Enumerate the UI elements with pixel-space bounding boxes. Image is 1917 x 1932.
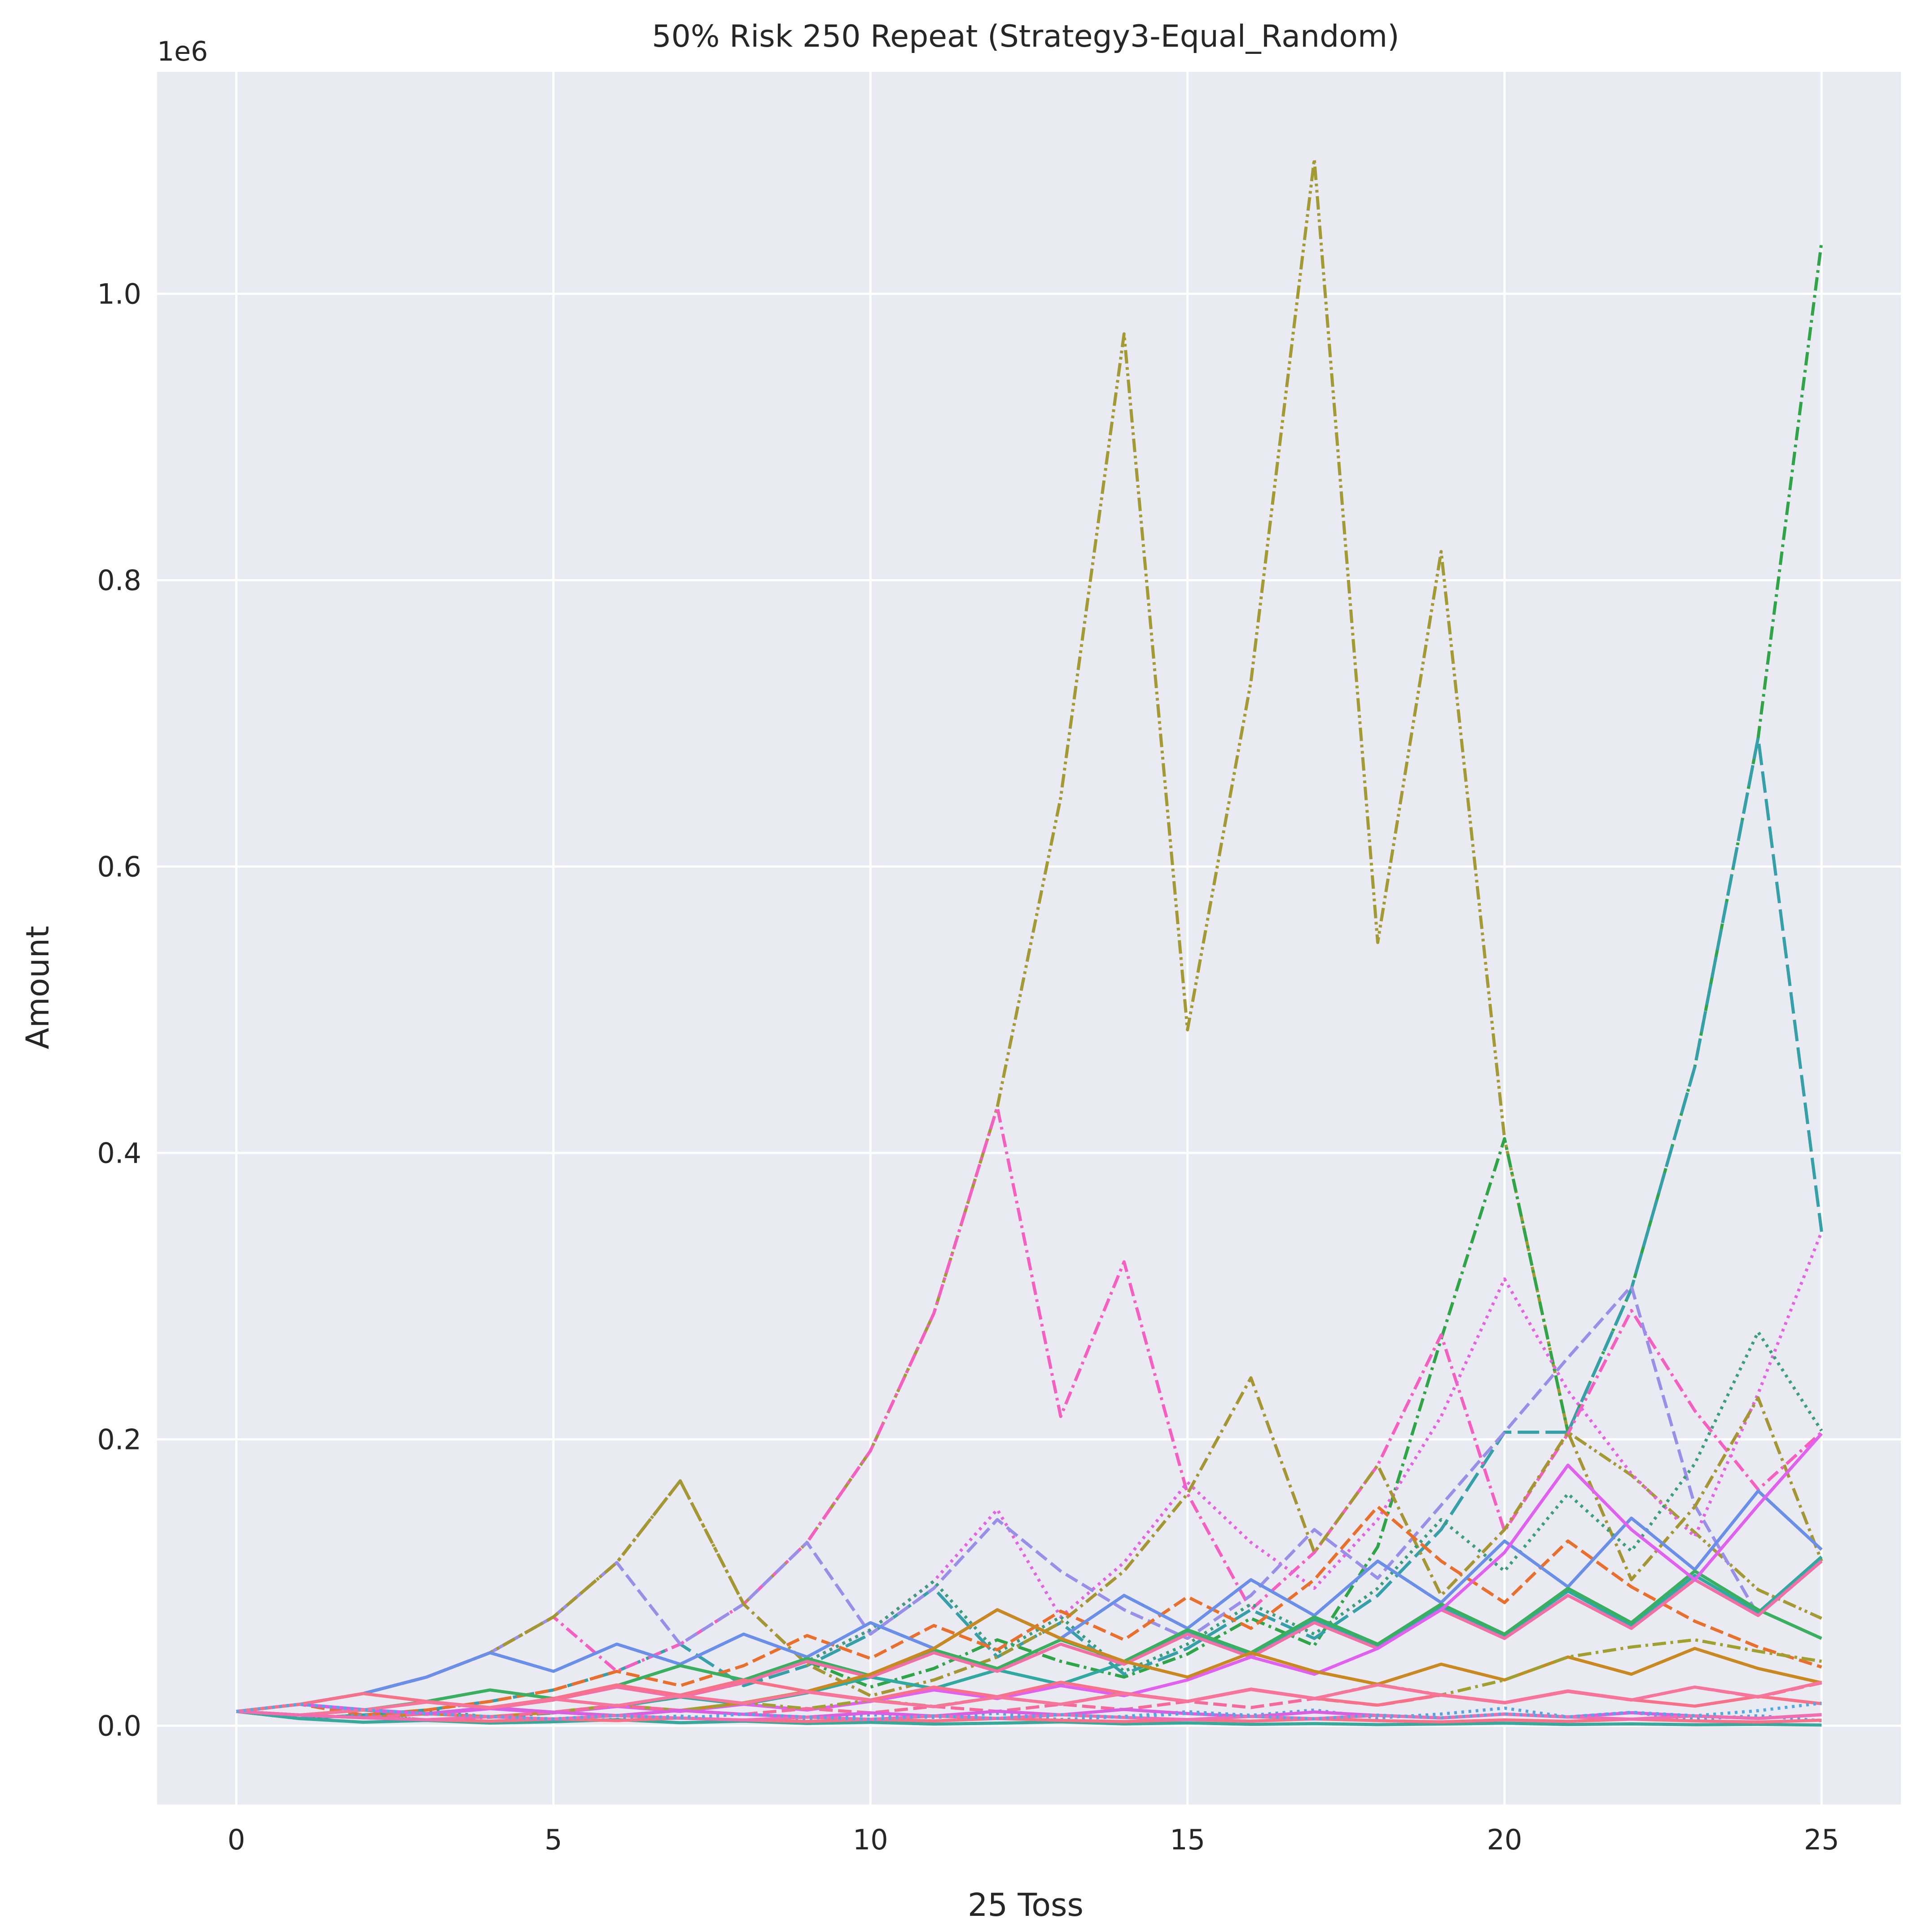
y-axis-label: Amount (19, 926, 56, 1049)
plot-area (157, 72, 1901, 1805)
y-tick-label: 0.8 (97, 564, 141, 597)
x-tick-label: 10 (853, 1823, 888, 1856)
chart-title: 50% Risk 250 Repeat (Strategy3-Equal_Ran… (652, 19, 1399, 54)
series-line-24 (236, 1701, 1822, 1721)
series-line-16 (236, 1638, 1822, 1717)
y-offset-label: 1e6 (157, 36, 208, 67)
series-line-8 (236, 1505, 1822, 1717)
y-tick-label: 0.0 (97, 1710, 141, 1743)
grid-lines (157, 72, 1901, 1805)
y-tick-label: 0.6 (97, 850, 141, 883)
x-tick-label: 20 (1487, 1823, 1522, 1856)
series-line-5 (236, 1284, 1823, 1713)
y-tick-label: 0.2 (97, 1423, 141, 1456)
y-tick-label: 1.0 (97, 277, 141, 310)
series-layer (236, 158, 1823, 1727)
x-tick-labels: 0 5 10 15 20 25 (228, 1823, 1839, 1856)
x-tick-label: 5 (544, 1823, 562, 1856)
x-tick-label: 0 (228, 1823, 245, 1856)
y-tick-label: 0.4 (97, 1137, 141, 1170)
x-axis-label: 25 Toss (968, 1887, 1084, 1923)
series-line-20 (236, 1710, 1822, 1724)
series-line-11 (236, 1569, 1822, 1713)
series-line-6 (236, 1376, 1823, 1713)
series-line-1 (236, 242, 1823, 1722)
series-line-18 (236, 1710, 1822, 1727)
series-line-7 (236, 1330, 1823, 1721)
y-tick-labels: 0.0 0.2 0.4 0.6 0.8 1.0 (97, 277, 141, 1742)
x-tick-label: 15 (1170, 1823, 1205, 1856)
x-tick-label: 25 (1804, 1823, 1839, 1856)
series-line-22 (236, 1681, 1822, 1717)
